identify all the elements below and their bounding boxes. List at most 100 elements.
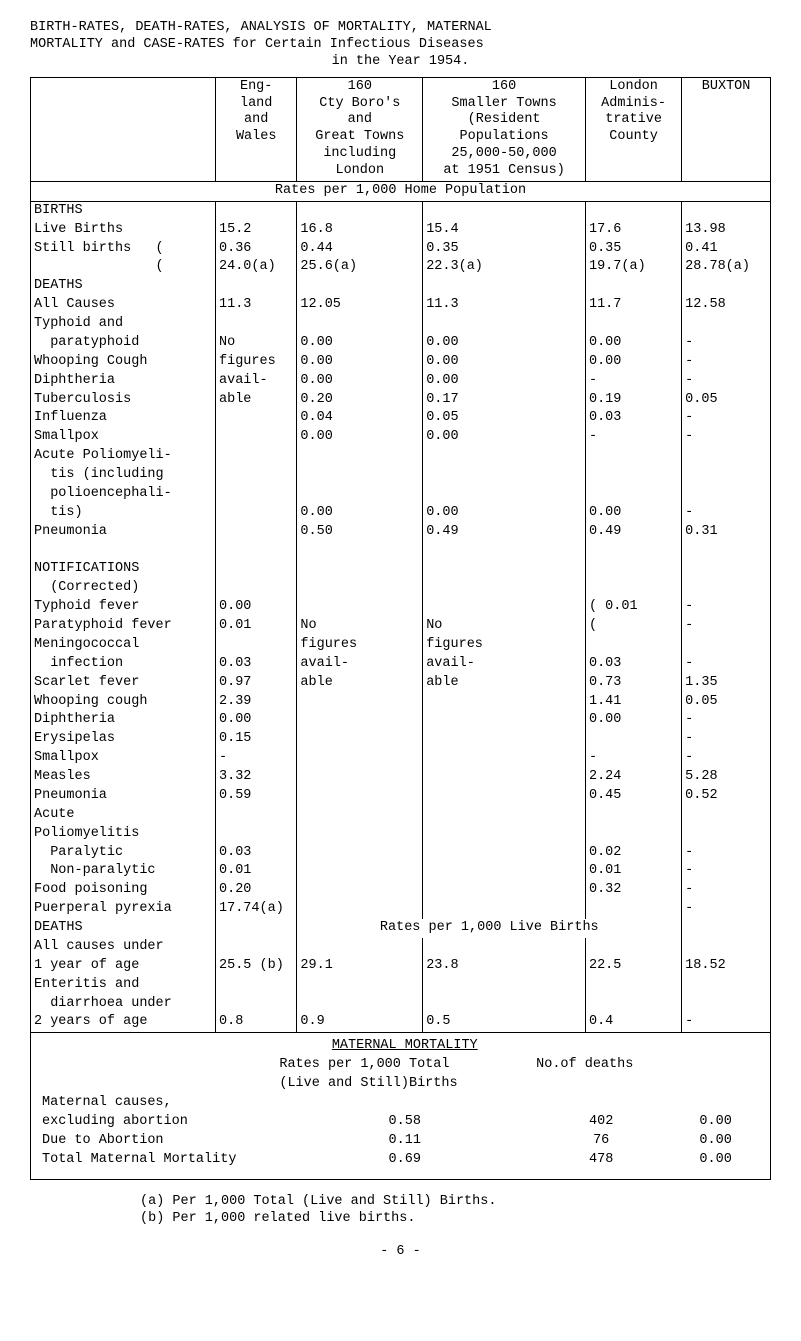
table-cell: 0.03: [216, 844, 297, 863]
table-cell: (: [31, 258, 216, 277]
table-cell: [423, 711, 586, 730]
table-cell: Scarlet fever: [31, 674, 216, 693]
table-cell: Enteritis and: [31, 976, 216, 995]
table-cell: [423, 995, 586, 1014]
table-cell: -: [216, 749, 297, 768]
table-cell: 0.17: [423, 391, 586, 410]
maternal-sub1: Rates per 1,000 Total: [276, 1056, 533, 1075]
main-table: Eng-landandWales 160Cty Boro'sandGreat T…: [30, 77, 771, 1181]
table-cell: 11.3: [423, 296, 586, 315]
table-cell: Puerperal pyrexia: [31, 900, 216, 919]
table-cell: [423, 862, 586, 881]
maternal-rate: 0.11: [276, 1132, 533, 1151]
table-cell: (Corrected): [31, 579, 216, 598]
table-cell: -: [682, 844, 771, 863]
maternal-row-label: excluding abortion: [39, 1113, 276, 1132]
table-cell: 0.49: [423, 523, 586, 542]
table-cell: 0.00: [423, 372, 586, 391]
table-cell: 0.00: [297, 353, 423, 372]
table-cell: 0.02: [585, 844, 681, 863]
table-cell: [585, 315, 681, 334]
table-cell: -: [585, 428, 681, 447]
table-cell: 0.04: [297, 409, 423, 428]
table-cell: -: [682, 730, 771, 749]
table-cell: Typhoid fever: [31, 598, 216, 617]
table-cell: 0.00: [423, 428, 586, 447]
table-cell: No: [216, 334, 297, 353]
table-cell: [423, 900, 586, 919]
table-cell: 0.15: [216, 730, 297, 749]
table-cell: 0.35: [423, 240, 586, 259]
table-cell: [682, 636, 771, 655]
table-cell: 29.1: [297, 957, 423, 976]
table-cell: [216, 579, 297, 598]
table-cell: BIRTHS: [31, 201, 216, 220]
table-cell: avail-: [423, 655, 586, 674]
table-cell: Still births (: [31, 240, 216, 259]
footnote-b: (b) Per 1,000 related live births.: [140, 1211, 771, 1228]
table-cell: 0.41: [682, 240, 771, 259]
table-cell: 15.2: [216, 221, 297, 240]
table-cell: -: [682, 749, 771, 768]
table-cell: -: [682, 409, 771, 428]
table-cell: [216, 409, 297, 428]
table-cell: 2.39: [216, 693, 297, 712]
table-cell: -: [682, 711, 771, 730]
table-cell: Smallpox: [31, 428, 216, 447]
table-cell: Non-paralytic: [31, 862, 216, 881]
table-cell: [216, 466, 297, 485]
table-cell: [423, 730, 586, 749]
table-cell: [216, 485, 297, 504]
table-cell: able: [297, 674, 423, 693]
table-cell: [585, 825, 681, 844]
table-cell: [216, 636, 297, 655]
table-cell: [423, 693, 586, 712]
table-cell: -: [585, 749, 681, 768]
table-cell: 18.52: [682, 957, 771, 976]
table-cell: [423, 542, 586, 561]
maternal-buxton: [669, 1094, 762, 1113]
table-cell: [423, 485, 586, 504]
table-cell: figures: [423, 636, 586, 655]
table-cell: Tuberculosis: [31, 391, 216, 410]
table-cell: All Causes: [31, 296, 216, 315]
table-cell: [585, 277, 681, 296]
table-cell: [297, 711, 423, 730]
cell-blank: [216, 919, 297, 938]
table-cell: [585, 976, 681, 995]
table-cell: [297, 730, 423, 749]
table-cell: 0.00: [585, 711, 681, 730]
table-cell: [216, 825, 297, 844]
table-cell: 1.35: [682, 674, 771, 693]
table-cell: [585, 447, 681, 466]
table-cell: figures: [297, 636, 423, 655]
table-cell: Live Births: [31, 221, 216, 240]
table-cell: 22.3(a): [423, 258, 586, 277]
table-cell: 0.00: [216, 598, 297, 617]
table-cell: [297, 749, 423, 768]
table-cell: tis): [31, 504, 216, 523]
table-cell: 0.44: [297, 240, 423, 259]
table-cell: 0.19: [585, 391, 681, 410]
table-cell: 11.3: [216, 296, 297, 315]
table-cell: 0.9: [297, 1013, 423, 1032]
maternal-rate: [276, 1094, 533, 1113]
table-cell: 0.20: [216, 881, 297, 900]
table-cell: [297, 560, 423, 579]
table-cell: [423, 277, 586, 296]
table-cell: [297, 447, 423, 466]
maternal-deaths: 478: [533, 1151, 669, 1170]
maternal-deaths: 76: [533, 1132, 669, 1151]
table-cell: All causes under: [31, 938, 216, 957]
table-cell: [297, 825, 423, 844]
table-cell: [423, 768, 586, 787]
table-cell: Typhoid and: [31, 315, 216, 334]
table-cell: [297, 768, 423, 787]
table-cell: Erysipelas: [31, 730, 216, 749]
table-cell: [423, 844, 586, 863]
table-cell: Paratyphoid fever: [31, 617, 216, 636]
maternal-sub3: No.of deaths: [533, 1056, 669, 1075]
cell-blank: [682, 919, 771, 938]
table-cell: 0.00: [297, 334, 423, 353]
col-header-4: LondonAdminis-trativeCounty: [585, 77, 681, 181]
